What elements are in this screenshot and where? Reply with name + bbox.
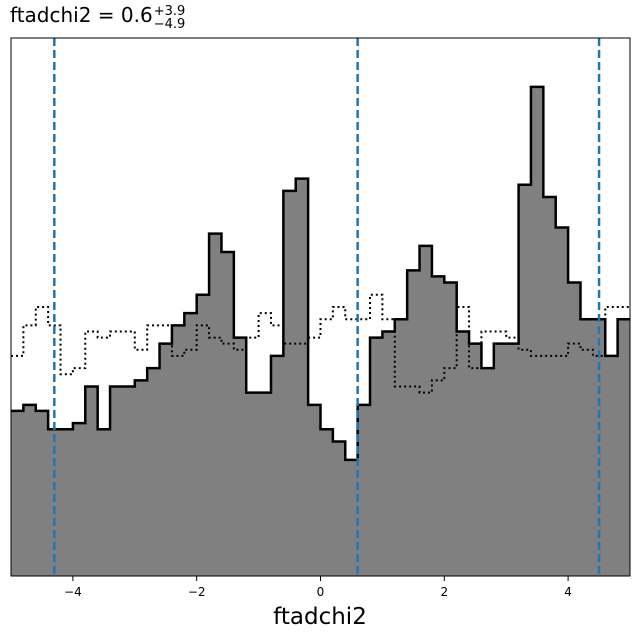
title-lower-error: −4.9 xyxy=(154,17,186,32)
chart-title: ftadchi2 = 0.6 xyxy=(10,3,153,27)
x-tick-label-3: 2 xyxy=(440,585,448,599)
title-main-text: ftadchi2 = 0.6 xyxy=(10,3,153,27)
x-tick-label-4: 4 xyxy=(564,585,572,599)
histogram-dotted-outline xyxy=(11,293,630,394)
histogram-filled-outline xyxy=(11,85,630,462)
x-tick-label-2: 0 xyxy=(317,585,325,599)
histogram-filled-area xyxy=(11,86,630,576)
title-upper-error: +3.9 xyxy=(154,4,186,19)
x-tick-label-1: −2 xyxy=(188,585,206,599)
x-tick-label-0: −4 xyxy=(64,585,82,599)
plot-area: −4 −2 0 2 4 xyxy=(10,37,631,599)
x-axis-label: ftadchi2 xyxy=(273,604,367,630)
